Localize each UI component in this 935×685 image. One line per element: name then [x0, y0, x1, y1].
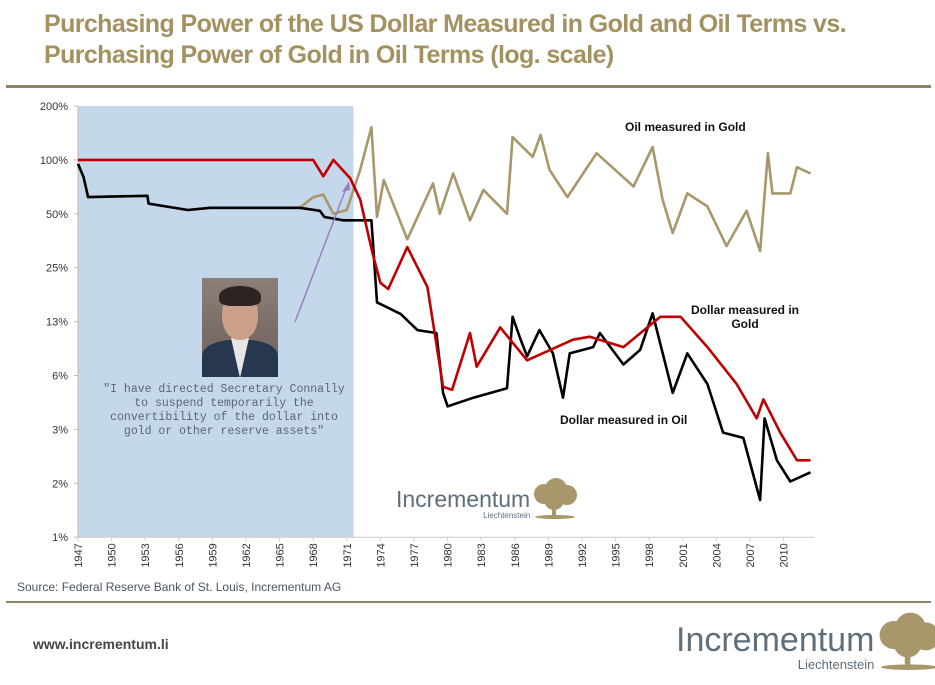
tree-icon: [880, 612, 935, 670]
nixon-portrait: [202, 278, 278, 377]
y-tick-label: 100%: [40, 155, 68, 167]
y-tick-label: 13%: [46, 317, 68, 329]
logo-subtitle: Liechtenstein: [483, 511, 531, 520]
logo-wordmark: Incrementum: [396, 486, 531, 512]
y-tick-label: 50%: [46, 209, 68, 221]
x-tick-label: 1971: [342, 543, 354, 567]
y-tick-label: 6%: [52, 371, 68, 383]
tree-icon: [534, 478, 578, 519]
quote-line: gold or other reserve assets": [123, 425, 325, 438]
y-tick-label: 3%: [52, 424, 68, 436]
nixon-quote: "I have directed Secretary Connally to s…: [88, 383, 360, 439]
series-label: Dollar measured in Oil: [560, 413, 687, 427]
x-tick-label: 2001: [678, 543, 690, 567]
arrow-head-icon: [342, 181, 350, 192]
title-divider: [6, 85, 931, 88]
x-tick-label: 1974: [375, 543, 387, 567]
x-tick-label: 1989: [543, 543, 555, 567]
logo-wordmark: Incrementum: [676, 621, 875, 659]
y-tick-label: 200%: [40, 101, 68, 113]
x-tick-label: 1962: [241, 543, 253, 567]
x-tick-label: 2004: [711, 543, 723, 567]
x-tick-label: 1983: [476, 543, 488, 567]
page-title: Purchasing Power of the US Dollar Measur…: [44, 10, 847, 69]
y-tick-label: 2%: [52, 478, 68, 490]
source-note: Source: Federal Reserve Bank of St. Loui…: [17, 580, 342, 594]
x-tick-label: 1998: [644, 543, 656, 567]
x-tick-label: 1977: [409, 543, 421, 567]
quote-line: convertibility of the dollar into: [110, 411, 338, 424]
chart-logo: Incrementum Liechtenstein: [396, 478, 580, 520]
website-link[interactable]: www.incrementum.li: [33, 636, 169, 652]
x-tick-label: 1950: [107, 543, 119, 567]
x-tick-label: 1965: [275, 543, 287, 567]
footer-logo: Incrementum Liechtenstein: [676, 612, 935, 672]
quote-line: "I have directed Secretary Connally: [103, 383, 345, 396]
series-line-dollar-measured-in-gold: [78, 158, 811, 462]
series-label: Oil measured in Gold: [625, 120, 746, 134]
y-tick-label: 1%: [52, 532, 68, 544]
x-tick-label: 2007: [745, 543, 757, 567]
arrow-line: [294, 185, 348, 323]
series-line-dollar-measured-in-oil: [76, 163, 812, 502]
x-tick-label: 1992: [577, 543, 589, 567]
quote-line: to suspend temporarily the: [134, 397, 314, 410]
footer-divider: [6, 601, 931, 603]
x-tick-label: 1953: [140, 543, 152, 567]
x-tick-label: 1956: [174, 543, 186, 567]
x-tick-label: 2010: [779, 543, 791, 567]
arrow-annotation: [294, 181, 350, 323]
x-tick-label: 1986: [510, 543, 522, 567]
x-tick-label: 1995: [611, 543, 623, 567]
y-tick-label: 25%: [46, 263, 68, 275]
series-label: Dollar measured in Gold: [691, 303, 799, 331]
x-tick-label: 1980: [443, 543, 455, 567]
x-tick-label: 1959: [207, 543, 219, 567]
logo-subtitle: Liechtenstein: [797, 657, 875, 672]
x-tick-label: 1947: [73, 543, 85, 567]
x-tick-label: 1968: [308, 543, 320, 567]
series-line-oil-measured-in-gold: [76, 126, 812, 253]
